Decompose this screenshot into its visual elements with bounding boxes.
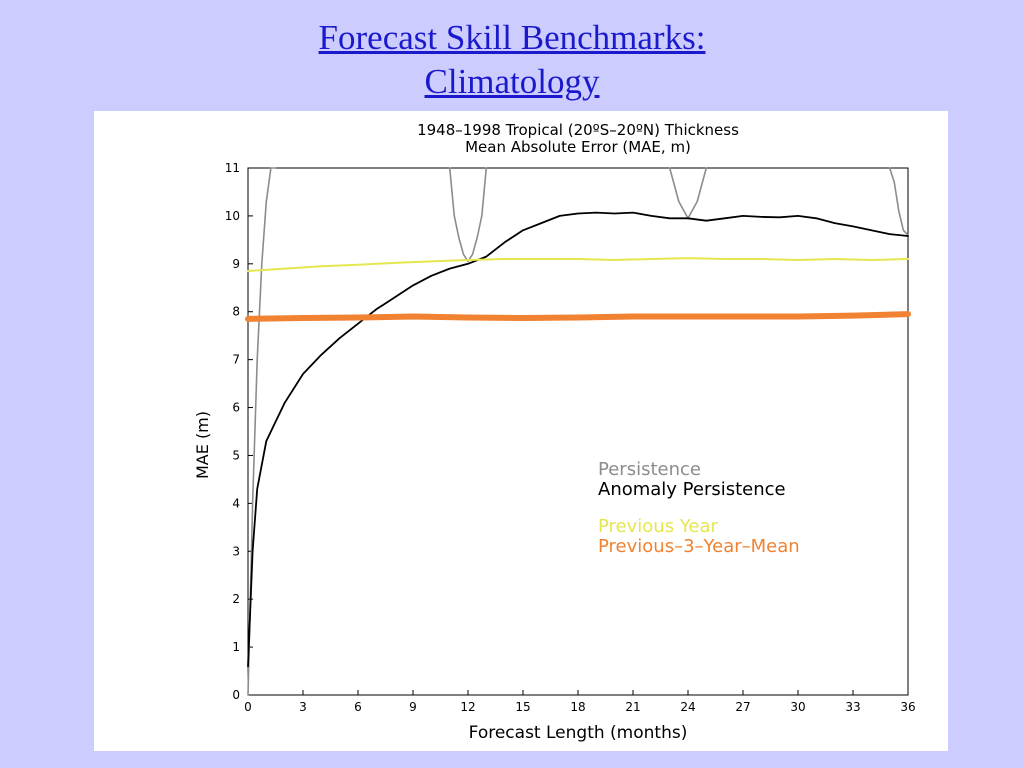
legend-entry-persistence: Persistence bbox=[598, 459, 701, 480]
legend-entry-previous-3-year-mean: Previous–3–Year–Mean bbox=[598, 536, 800, 557]
y-tick-label: 4 bbox=[232, 496, 240, 510]
series-previous-3-year-mean bbox=[245, 311, 911, 322]
y-axis-label: MAE (m) bbox=[193, 411, 212, 479]
series-line-segment bbox=[448, 167, 488, 263]
x-tick-label: 9 bbox=[409, 700, 417, 714]
series-persistence bbox=[247, 167, 909, 696]
x-tick-label: 3 bbox=[299, 700, 307, 714]
y-tick-label: 1 bbox=[232, 640, 240, 654]
x-tick-label: 6 bbox=[354, 700, 362, 714]
chart-title: 1948–1998 Tropical (20ºS–20ºN) Thickness bbox=[417, 121, 739, 139]
y-tick-label: 7 bbox=[232, 353, 240, 367]
series-line-segment bbox=[247, 167, 277, 696]
x-axis-label: Forecast Length (months) bbox=[469, 723, 688, 743]
x-tick-label: 36 bbox=[900, 700, 915, 714]
y-tick-label: 3 bbox=[232, 544, 240, 558]
chart-subtitle: Mean Absolute Error (MAE, m) bbox=[465, 138, 691, 156]
series-line-segment bbox=[888, 167, 909, 236]
x-tick-label: 24 bbox=[680, 700, 695, 714]
y-tick-label: 11 bbox=[225, 161, 240, 175]
x-tick-label: 12 bbox=[460, 700, 475, 714]
x-tick-label: 30 bbox=[790, 700, 805, 714]
x-tick-label: 21 bbox=[625, 700, 640, 714]
x-tick-label: 33 bbox=[845, 700, 860, 714]
series-layer bbox=[245, 167, 911, 696]
slide-title-line-1: Forecast Skill Benchmarks: bbox=[318, 18, 706, 57]
x-tick-label: 15 bbox=[515, 700, 530, 714]
series-line-segment bbox=[668, 167, 708, 220]
slide-title: Forecast Skill Benchmarks: Climatology bbox=[0, 16, 1024, 104]
y-tick-label: 2 bbox=[232, 592, 240, 606]
y-tick-label: 10 bbox=[225, 209, 240, 223]
y-tick-label: 8 bbox=[232, 305, 240, 319]
legend-entry-previous-year: Previous Year bbox=[598, 516, 719, 537]
x-tick-label: 27 bbox=[735, 700, 750, 714]
series-line bbox=[245, 311, 911, 322]
x-tick-label: 18 bbox=[570, 700, 585, 714]
legend-entry-anomaly-persistence: Anomaly Persistence bbox=[598, 479, 786, 500]
series-previous-year bbox=[247, 257, 909, 272]
series-anomaly-persistence bbox=[247, 211, 909, 668]
x-tick-label: 0 bbox=[244, 700, 252, 714]
chart-panel: 1948–1998 Tropical (20ºS–20ºN) Thickness… bbox=[94, 111, 948, 751]
series-line bbox=[247, 257, 909, 272]
y-tick-label: 5 bbox=[232, 448, 240, 462]
series-line bbox=[247, 211, 909, 668]
mae-line-chart: 1948–1998 Tropical (20ºS–20ºN) Thickness… bbox=[193, 121, 916, 743]
y-tick-label: 0 bbox=[232, 688, 240, 702]
y-tick-label: 9 bbox=[232, 257, 240, 271]
plot-frame bbox=[247, 167, 909, 696]
y-tick-label: 6 bbox=[232, 401, 240, 415]
slide-title-line-2: Climatology bbox=[424, 62, 600, 101]
